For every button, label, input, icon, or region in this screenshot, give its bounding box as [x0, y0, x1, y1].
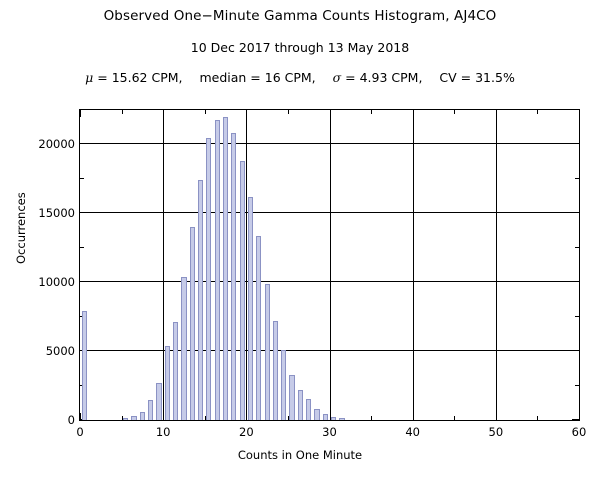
y-axis-tick: [572, 350, 579, 352]
x-axis-tick: [329, 413, 331, 420]
y-tick-label: 15000: [38, 206, 75, 221]
y-tick-label: 10000: [38, 275, 75, 290]
histogram-bar: [173, 321, 179, 420]
x-tick-label: 10: [155, 425, 171, 439]
y-axis-tick: [575, 177, 579, 179]
histogram-bar: [214, 119, 220, 420]
histogram-bar: [306, 398, 312, 420]
x-tick-label: 20: [239, 425, 254, 439]
gridline-vertical: [329, 110, 331, 420]
x-axis-tick: [204, 416, 206, 420]
x-axis-title: Counts in One Minute: [237, 448, 363, 462]
y-axis-tick: [80, 143, 87, 145]
gridline-vertical: [163, 110, 165, 420]
y-axis-tick: [575, 246, 579, 248]
chart-subtitle: 10 Dec 2017 through 13 May 2018: [190, 40, 410, 55]
x-axis-tick: [412, 110, 414, 117]
mu-symbol: μ: [85, 70, 94, 85]
y-tick-label: 20000: [38, 137, 75, 152]
histogram-bar: [231, 133, 237, 420]
chart-stats-line: μ = 15.62 CPM, median = 16 CPM, σ = 4.93…: [0, 70, 600, 85]
histogram-bar: [222, 116, 229, 420]
mu-value-text: = 15.62 CPM,: [97, 70, 183, 85]
x-axis-tick: [287, 110, 289, 114]
x-axis-tick: [371, 110, 373, 114]
y-axis-tick: [575, 315, 579, 317]
histogram-bar: [322, 413, 328, 420]
sigma-value-text: = 4.93 CPM,: [345, 70, 423, 85]
cv-value-text: CV = 31.5%: [439, 70, 515, 85]
x-axis-tick: [495, 413, 497, 420]
histogram-bar: [331, 417, 337, 420]
x-axis-tick: [537, 110, 539, 114]
histogram-bar: [247, 196, 254, 420]
histogram-bar: [239, 160, 245, 420]
y-axis-tick: [80, 212, 87, 214]
x-tick-label: 50: [488, 425, 504, 439]
y-axis-tick: [572, 281, 579, 283]
median-value-text: median = 16 CPM,: [199, 70, 316, 85]
gridline-vertical: [412, 110, 414, 420]
y-axis-tick: [575, 384, 579, 386]
y-axis-title: Occurrences: [14, 192, 28, 264]
plot-inner: 0 5000 10000 15000 20000 0 10 20 30 40 50 60: [38, 110, 586, 439]
x-tick-label: 0: [76, 425, 84, 439]
x-axis-tick: [454, 416, 456, 420]
histogram-bar: [156, 382, 162, 420]
x-axis-tick: [163, 413, 165, 420]
x-tick-label: 40: [405, 425, 420, 439]
x-axis-tick: [371, 416, 373, 420]
y-tick-label: 5000: [45, 344, 75, 359]
y-axis-tick: [80, 281, 87, 283]
histogram-bar: [139, 411, 145, 420]
x-axis-tick: [454, 110, 456, 114]
x-axis-tick: [163, 110, 165, 117]
x-axis-tick: [579, 413, 580, 420]
x-axis-tick: [495, 110, 497, 117]
x-axis-tick: [121, 110, 123, 114]
histogram-bar: [189, 227, 195, 420]
y-tick-label: 0: [67, 413, 75, 427]
x-axis-tick: [537, 416, 539, 420]
x-axis-tick: [412, 413, 414, 420]
histogram-bar: [339, 418, 345, 420]
histogram-bar: [314, 408, 320, 420]
histogram-bar: [81, 311, 87, 420]
x-axis-tick: [287, 416, 289, 420]
chart-title: Observed One−Minute Gamma Counts Histogr…: [103, 8, 497, 24]
histogram-bar: [206, 137, 212, 420]
y-axis-tick: [80, 177, 84, 179]
histogram-bar: [289, 375, 295, 420]
y-axis-tick: [572, 143, 579, 145]
gridline-vertical: [495, 110, 497, 420]
x-tick-label: 60: [571, 425, 587, 439]
plot-area: 0 5000 10000 15000 20000 0 10 20 30 40 50 60: [38, 109, 586, 439]
y-axis-tick: [572, 212, 579, 214]
x-axis-tick: [204, 110, 206, 114]
histogram-bar: [264, 283, 270, 420]
x-axis-tick: [579, 110, 580, 117]
gridline-vertical: [246, 110, 248, 420]
y-axis-tick: [80, 246, 84, 248]
x-axis-tick: [80, 413, 81, 420]
histogram-bar: [256, 236, 262, 420]
histogram-bar: [148, 400, 154, 420]
histogram-bar: [198, 179, 204, 420]
y-axis-tick: [572, 419, 579, 420]
sigma-symbol: σ: [332, 70, 342, 85]
x-axis-tick: [121, 416, 123, 420]
x-axis-tick: [246, 413, 248, 420]
histogram-bar: [131, 415, 137, 420]
histogram-bar: [123, 418, 129, 420]
x-axis-tick: [80, 110, 81, 117]
histogram-bar: [281, 349, 287, 420]
histogram-bar: [272, 320, 279, 420]
x-axis-tick: [329, 110, 331, 117]
histogram-bar: [297, 389, 303, 420]
x-tick-label: 30: [322, 425, 337, 439]
histogram-bar: [181, 277, 187, 420]
histogram-bar: [164, 346, 170, 420]
x-axis-tick: [246, 110, 248, 117]
